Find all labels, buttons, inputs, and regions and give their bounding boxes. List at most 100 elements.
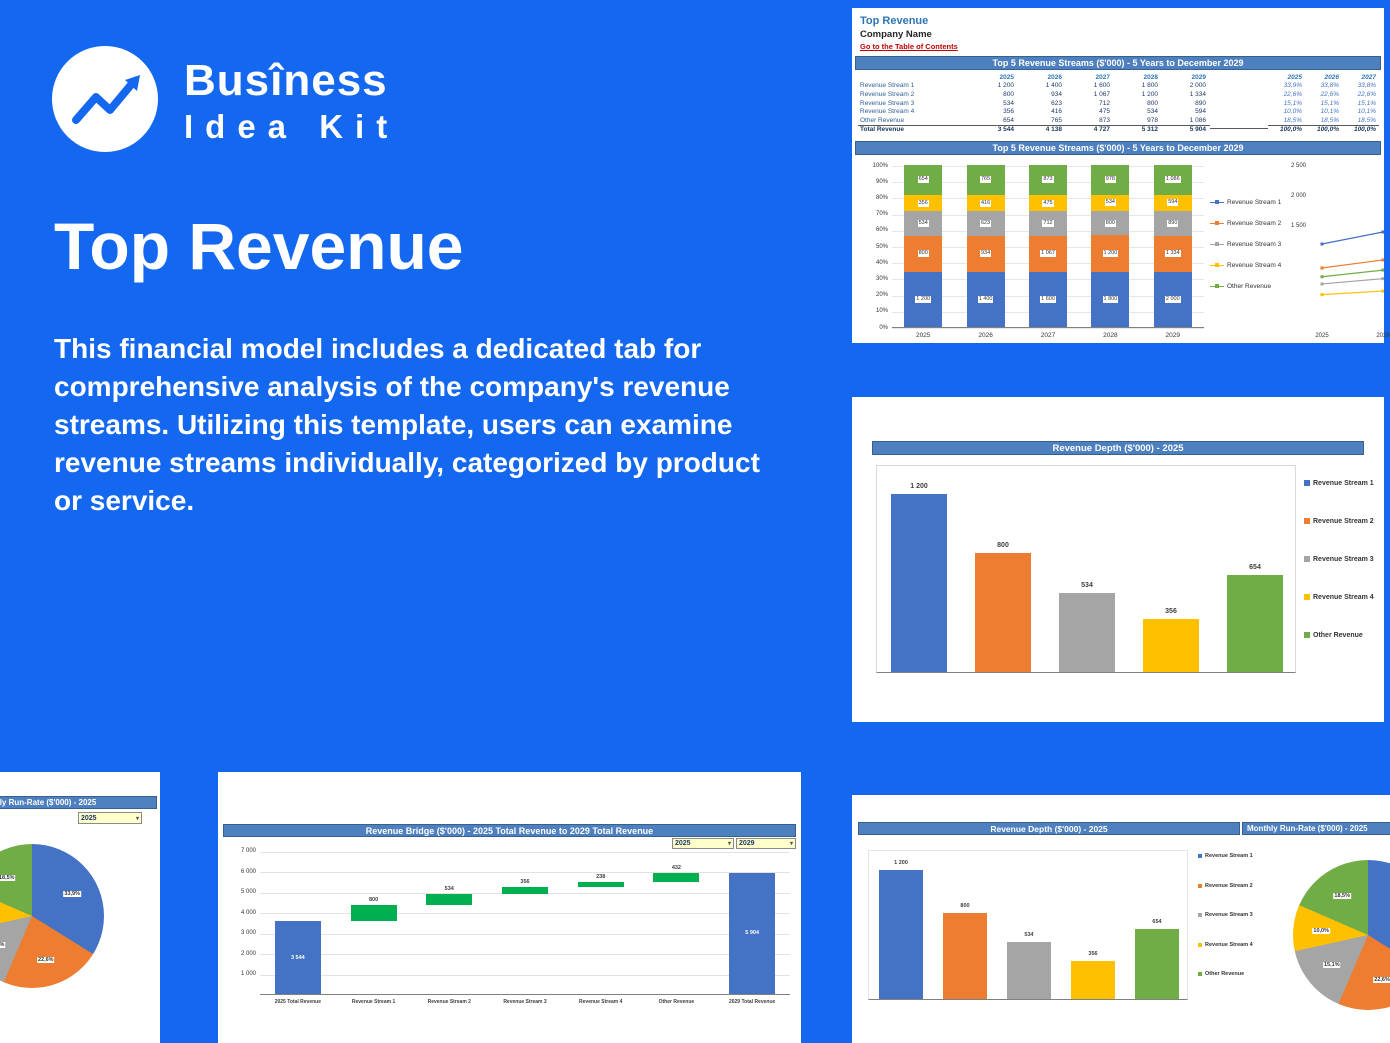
stacked-bar: 765 416 623 934 1 400 xyxy=(966,165,1005,327)
bar-segment: 712 xyxy=(1029,211,1067,236)
bar-segment: 1 800 xyxy=(1091,272,1130,327)
data-label: 873 xyxy=(1042,176,1054,184)
legend-line-marker xyxy=(1210,283,1224,288)
legend-label: Other Revenue xyxy=(1205,971,1245,977)
y-axis-label: 60% xyxy=(875,227,888,234)
data-label: 475 xyxy=(1042,199,1054,207)
stacked-bar: 873 475 712 1 067 1 600 xyxy=(1029,165,1067,327)
legend-label: Revenue Stream 2 xyxy=(1205,882,1253,889)
row-value: 1 800 xyxy=(1141,82,1158,90)
row-value: 765 xyxy=(1051,116,1062,124)
x-axis-label: 2029 Total Revenue xyxy=(728,999,776,1005)
pie-slice-label: 15,1% xyxy=(1322,961,1341,968)
legend-square-marker xyxy=(1215,220,1219,225)
row-value: 1 067 xyxy=(1093,90,1110,98)
brand-name: Busîness Idea Kit xyxy=(184,56,399,146)
data-label: 1 200 xyxy=(894,860,908,867)
legend-item: Revenue Stream 4 xyxy=(1198,941,1253,949)
year-from-value: 2025 xyxy=(675,840,691,847)
table-of-contents-link[interactable]: Go to the Table of Contents xyxy=(860,42,958,51)
y-axis-label: 7 000 xyxy=(240,848,256,854)
legend-square-marker xyxy=(1198,972,1202,976)
bar xyxy=(1007,941,1051,999)
stacked-bar: 978 534 800 1 200 1 800 xyxy=(1091,165,1130,327)
legend-label: Other Revenue xyxy=(1313,631,1363,639)
year-selector-from-dropdown[interactable]: 2025 ▾ xyxy=(672,838,734,849)
legend-line-marker xyxy=(1210,199,1224,204)
run-rate-header: Monthly Run-Rate ($'000) - 2025 xyxy=(0,796,157,809)
data-label: 3 544 xyxy=(290,954,305,961)
revenue-depth-chart-2: 1 200 800 534 356 654 xyxy=(868,850,1188,1000)
year-column-header: 2027 xyxy=(1095,73,1110,81)
revenue-bridge-screenshot: Revenue Bridge ($'000) - 2025 Total Reve… xyxy=(218,772,801,1043)
bar xyxy=(350,904,397,922)
year-column-header: 2025 xyxy=(999,73,1014,81)
data-label: 356 xyxy=(917,199,929,207)
row-value: 1 400 xyxy=(1045,82,1062,90)
row-value: 623 xyxy=(1051,99,1062,107)
row-value: 800 xyxy=(1147,99,1158,107)
year-selector-dropdown[interactable]: 2025 ▾ xyxy=(78,812,142,824)
pie-slice-label: 33,9% xyxy=(63,890,82,897)
bar xyxy=(653,872,700,882)
bar xyxy=(1143,619,1199,672)
data-label: 934 xyxy=(980,250,992,258)
brand-line1: Busîness xyxy=(184,56,388,105)
legend-square-marker xyxy=(1215,241,1219,246)
row-pct-value: 33,8% xyxy=(1357,82,1376,90)
data-label: 534 xyxy=(917,219,929,227)
legend-square-marker xyxy=(1198,942,1202,947)
bar-segment: 654 xyxy=(904,165,943,195)
data-label: 356 xyxy=(1165,608,1177,616)
y-axis-label: 80% xyxy=(875,194,888,201)
revenue-depth-chart: 1 200 800 534 356 654 xyxy=(876,465,1296,673)
bar-segment: 623 xyxy=(966,211,1005,236)
x-axis-label: 2025 xyxy=(1315,333,1329,339)
bar-segment: 416 xyxy=(966,194,1005,212)
row-pct-value: 10,0% xyxy=(1283,108,1302,116)
legend-square-marker xyxy=(1304,632,1310,638)
y-axis-label: 40% xyxy=(875,259,888,266)
legend-square-marker xyxy=(1304,556,1310,562)
year-column-header: 2028 xyxy=(1143,73,1158,81)
legend-label: Other Revenue xyxy=(1227,282,1272,290)
gridline xyxy=(260,913,790,914)
row-value: 712 xyxy=(1099,99,1110,107)
total-row-pct: 100,0% xyxy=(1342,124,1379,133)
legend-item: Revenue Stream 1 xyxy=(1210,198,1281,206)
data-label: 800 xyxy=(1104,219,1116,227)
y-axis-label: 100% xyxy=(872,162,888,169)
y-axis-label: 90% xyxy=(875,178,888,185)
total-row-pct: 100,0% xyxy=(1268,124,1305,133)
gridline xyxy=(260,872,790,873)
year-selector-value: 2025 xyxy=(81,814,97,822)
bar xyxy=(1071,960,1115,999)
bar xyxy=(1059,592,1115,672)
x-axis-label: 2025 xyxy=(915,332,931,339)
y-axis-label: 2 000 xyxy=(240,950,256,957)
y-axis-label: 2 000 xyxy=(1290,193,1306,199)
year-selector-to-dropdown[interactable]: 2029 ▾ xyxy=(736,838,796,849)
legend-square-marker xyxy=(1304,480,1310,486)
bar-segment: 800 xyxy=(904,235,943,273)
data-label: 1 400 xyxy=(977,296,994,304)
pie-slice-label: 15,1% xyxy=(0,942,6,949)
bar xyxy=(502,886,548,895)
gridline xyxy=(892,328,1204,329)
revenue-streams-table: 2025 2026 2027 2028 2029 2025 2026 2027 Revenue … xyxy=(858,73,1379,133)
pie-slice-label: 10,0% xyxy=(1312,927,1331,934)
legend-label: Revenue Stream 4 xyxy=(1205,941,1253,948)
row-label: Other Revenue xyxy=(860,116,905,124)
row-value: 534 xyxy=(1003,99,1014,107)
run-rate-pie-chart xyxy=(0,844,104,988)
data-label: 416 xyxy=(980,199,992,207)
data-label: 712 xyxy=(1042,219,1054,227)
row-value: 1 600 xyxy=(1093,82,1110,90)
data-label: 356 xyxy=(1088,950,1098,957)
data-label: 623 xyxy=(980,219,992,227)
total-row-value: 5 904 xyxy=(1162,124,1210,133)
bar xyxy=(426,894,473,905)
data-label: 978 xyxy=(1104,176,1116,184)
data-label: 534 xyxy=(444,886,454,893)
